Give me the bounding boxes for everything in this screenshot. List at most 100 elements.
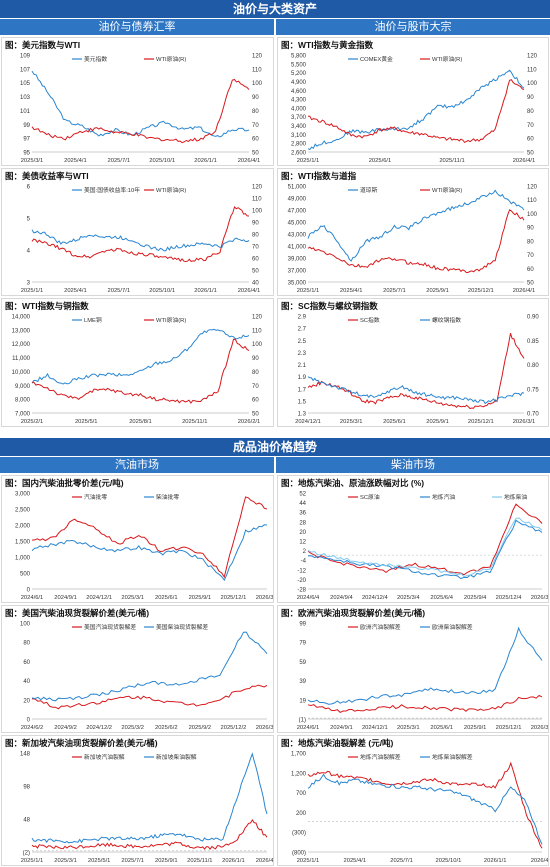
y-right-tick-label: 50 <box>527 151 534 157</box>
x-tick-label: 2025/3/1 <box>21 158 44 164</box>
y-right-tick-label: 50 <box>527 281 534 287</box>
y-right-tick-label: 80 <box>252 233 259 239</box>
chart-title: 图：美元指数与WTI <box>5 40 81 50</box>
series-line <box>307 79 525 144</box>
x-tick-label: 2025/10/1 <box>436 858 462 864</box>
legend-label: WTI原油(R) <box>156 186 186 194</box>
y-right-tick-label: 70 <box>252 123 259 129</box>
y-tick-label: 3,700 <box>291 115 307 121</box>
series-line <box>307 519 543 580</box>
y-tick-label: 13,000 <box>12 328 31 334</box>
y-tick-label: (800) <box>292 851 306 857</box>
chart-title: 图：WTI指数与道指 <box>281 171 357 181</box>
y-tick-label: 2,800 <box>291 142 307 148</box>
legend-label: WTI原油(R) <box>432 55 462 63</box>
chart-panel: 图：WTI指数与黄金指数 2,600 2,800 3,100 3,400 3,700 4,0… <box>277 37 549 166</box>
y-right-tick-label: 80 <box>527 239 534 245</box>
chart-title: 图：美债收益率与WTI <box>5 171 89 181</box>
chart-title: 图：美国汽柴油现货裂解价差(美元/桶) <box>5 608 150 618</box>
y-right-tick-label: 100 <box>527 212 538 218</box>
y-tick-label: 12,000 <box>12 342 31 348</box>
chart-svg: 2,600 2,800 3,100 3,400 3,700 4,000 4,300 4,600… <box>291 54 538 165</box>
y-tick-label: 49,000 <box>288 197 307 203</box>
x-tick-label: 2025/12/4 <box>496 595 523 601</box>
x-tick-label: 2024/12/1 <box>362 725 388 731</box>
x-tick-label: 2025/1/1 <box>21 288 44 294</box>
legend-label: 美国柴油现货裂解差 <box>156 623 208 631</box>
chart-svg: 0 500 1,000 1,500 2,000 2,500 3,000 2024/6/1 202… <box>15 492 273 602</box>
y-tick-label: 5 <box>27 217 31 223</box>
x-tick-label: 2026/1/1 <box>194 288 217 294</box>
x-tick-label: 2025/6/1 <box>155 595 178 601</box>
bottom-banner: 成品油价格趋势 <box>0 438 550 456</box>
x-tick-label: 2025/7/1 <box>121 858 144 864</box>
y-tick-label: (1) <box>299 718 306 724</box>
legend-label: 地炼汽油 <box>432 493 455 501</box>
legend-label: 美国汽油现货裂解差 <box>84 623 136 631</box>
y-tick-label: 8,000 <box>15 398 31 404</box>
x-tick-label: 2025/3/1 <box>54 858 77 864</box>
legend-label: 美国:国债收益率:10年 <box>84 186 140 194</box>
y-tick-label: 5,500 <box>291 62 307 68</box>
chart-panel: 图：国内汽柴油批零价差(元/吨) 0 500 1,000 1,500 2,000 2,500… <box>1 475 274 603</box>
y-right-tick-label: 120 <box>252 185 263 191</box>
x-tick-label: 2025/3/2 <box>121 725 144 731</box>
series-line <box>307 209 525 274</box>
series-line <box>31 328 250 385</box>
x-tick-label: 2025/11/1 <box>187 858 212 864</box>
y-right-tick-label: 100 <box>252 209 263 215</box>
x-tick-label: 2025/12/1 <box>221 595 247 601</box>
x-tick-label: 2025/12/1 <box>468 288 494 294</box>
y-tick-label: 41,000 <box>288 245 307 251</box>
x-tick-label: 2025/10/1 <box>149 158 175 164</box>
x-tick-label: 2026/4/1 <box>256 858 273 864</box>
y-tick-label: 5,200 <box>291 71 307 77</box>
y-right-tick-label: 110 <box>252 197 262 203</box>
chart-svg: 95 97 99 101 103 105 107 109 50 60 70 80 90 100 110 120… <box>20 54 263 165</box>
y-right-tick-label: 0.75 <box>527 387 539 393</box>
y-tick-label: 2.7 <box>298 327 307 333</box>
x-tick-label: 2025/1/1 <box>297 858 320 864</box>
y-tick-label: 39 <box>299 679 306 685</box>
y-tick-label: 4,300 <box>291 98 307 104</box>
y-tick-label: 80 <box>23 641 30 647</box>
y-right-tick-label: 0.85 <box>527 339 539 345</box>
series-line <box>307 333 525 410</box>
y-right-tick-label: 80 <box>252 109 259 115</box>
chart-panel: 图：美债收益率与WTI 3 4 5 6 40 50 60 70 80 90 100 110 120 2025… <box>1 168 274 296</box>
y-tick-label: 500 <box>20 572 31 578</box>
y-tick-label: 51,000 <box>288 185 307 191</box>
y-right-tick-label: 120 <box>252 54 263 60</box>
y-tick-label: 43,000 <box>288 233 307 239</box>
x-tick-label: 2025/4/1 <box>64 288 87 294</box>
x-tick-label: 2026/4/1 <box>238 288 261 294</box>
x-tick-label: 2025/7/1 <box>108 158 131 164</box>
y-tick-label: 35,000 <box>288 281 307 287</box>
chart-panel: 图：地炼汽柴油裂解差 (元/吨) (800) (300) 200 700 1,200 1,7… <box>277 735 549 866</box>
x-tick-label: 2024/12/4 <box>362 595 389 601</box>
y-tick-label: 7,000 <box>15 412 31 418</box>
y-tick-label: 11,000 <box>12 356 31 362</box>
x-tick-label: 2024/9/4 <box>330 595 353 601</box>
gasoline-section-header: 汽油市场 <box>0 457 274 473</box>
y-tick-label: 2.3 <box>298 351 307 357</box>
y-right-tick-label: 120 <box>252 315 263 321</box>
y-right-tick-label: 0.80 <box>527 363 539 369</box>
x-tick-label: 2025/6/1 <box>430 725 453 731</box>
x-tick-label: 2024/6/1 <box>297 725 320 731</box>
x-tick-label: 2025/6/1 <box>383 419 406 425</box>
series-line <box>31 78 250 144</box>
y-tick-label: 4,600 <box>291 89 307 95</box>
series-line <box>307 773 543 845</box>
y-tick-label: 9,000 <box>15 384 31 390</box>
y-right-tick-label: 60 <box>527 137 534 143</box>
y-tick-label: 79 <box>299 641 306 647</box>
series-line <box>31 229 250 252</box>
legend-label: 道琼斯 <box>360 186 378 194</box>
legend-label: LME铜 <box>84 316 102 324</box>
top-banner: 油价与大类资产 <box>0 0 550 18</box>
y-right-tick-label: 80 <box>252 370 259 376</box>
y-tick-label: 2.5 <box>298 339 307 345</box>
y-tick-label: 1.9 <box>298 375 307 381</box>
x-tick-label: 2025/1/1 <box>21 858 44 864</box>
